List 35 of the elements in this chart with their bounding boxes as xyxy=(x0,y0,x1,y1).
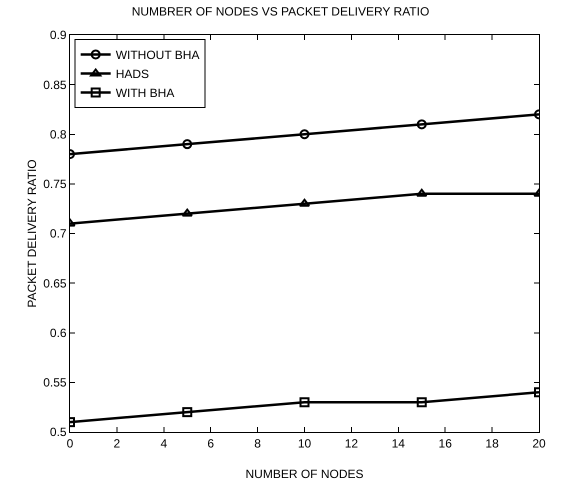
x-tick-label: 20 xyxy=(532,436,546,450)
y-tick-label: 0.65 xyxy=(43,276,67,290)
y-tick-label: 0.6 xyxy=(50,326,67,340)
x-tick-label: 14 xyxy=(392,436,406,450)
y-axis-title: PACKET DELIVERY RATIO xyxy=(25,159,39,308)
chart-title: NUMBRER OF NODES VS PACKET DELIVERY RATIO xyxy=(132,4,430,19)
legend-label: WITH BHA xyxy=(116,86,174,100)
y-tick-label: 0.85 xyxy=(43,78,67,92)
x-tick-label: 16 xyxy=(438,436,452,450)
x-tick-label: 18 xyxy=(485,436,500,450)
x-tick-label: 10 xyxy=(298,436,312,450)
point xyxy=(416,397,427,408)
point xyxy=(182,208,193,217)
y-tick-label: 0.75 xyxy=(43,177,67,192)
x-tick-label: 6 xyxy=(207,436,214,450)
point xyxy=(300,397,310,408)
point xyxy=(416,188,428,197)
legend-label: HADS xyxy=(116,67,150,82)
x-tick-label: 4 xyxy=(160,436,168,450)
point xyxy=(300,129,310,140)
x-tick-label: 0 xyxy=(66,436,74,450)
y-tick-label: 0.8 xyxy=(50,127,67,142)
x-tick-label: 8 xyxy=(254,436,262,450)
point xyxy=(182,407,192,418)
y-tick-label: 0.55 xyxy=(43,376,67,390)
legend-label: WITHOUT BHA xyxy=(116,48,200,62)
x-axis-title: NUMBER OF NODES xyxy=(245,467,364,481)
point xyxy=(298,198,310,207)
point xyxy=(416,119,427,130)
y-tick-label: 0.5 xyxy=(50,425,67,440)
x-tick-label: 12 xyxy=(344,436,358,450)
x-tick-label: 2 xyxy=(114,436,121,450)
y-tick-label: 0.7 xyxy=(50,226,67,241)
point xyxy=(182,139,192,150)
y-tick-label: 0.9 xyxy=(50,28,67,42)
